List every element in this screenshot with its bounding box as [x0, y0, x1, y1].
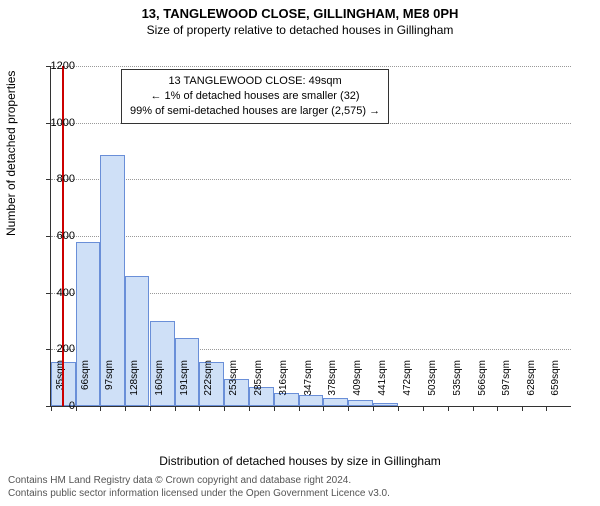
xtick-label: 597sqm	[501, 360, 512, 410]
grid-line	[51, 179, 571, 180]
footer-line2: Contains public sector information licen…	[8, 487, 390, 500]
xtick-mark	[150, 406, 151, 411]
xtick-label: 378sqm	[327, 360, 338, 410]
xtick-mark	[348, 406, 349, 411]
histogram-chart: 35sqm66sqm97sqm128sqm160sqm191sqm222sqm2…	[50, 66, 571, 407]
xtick-label: 659sqm	[550, 360, 561, 410]
xtick-mark	[473, 406, 474, 411]
xtick-mark	[76, 406, 77, 411]
xtick-label: 222sqm	[203, 360, 214, 410]
xtick-label: 472sqm	[402, 360, 413, 410]
xtick-label: 97sqm	[104, 360, 115, 410]
xtick-mark	[373, 406, 374, 411]
xtick-label: 535sqm	[452, 360, 463, 410]
grid-line	[51, 236, 571, 237]
info-line2: ← 1% of detached houses are smaller (32)	[130, 89, 380, 104]
xtick-mark	[175, 406, 176, 411]
xtick-mark	[249, 406, 250, 411]
xtick-mark	[100, 406, 101, 411]
xtick-label: 66sqm	[80, 360, 91, 410]
xtick-mark	[497, 406, 498, 411]
ytick-label: 0	[35, 400, 75, 412]
xtick-mark	[274, 406, 275, 411]
ytick-label: 200	[35, 343, 75, 355]
xtick-mark	[224, 406, 225, 411]
ytick-label: 600	[35, 230, 75, 242]
xtick-label: 128sqm	[129, 360, 140, 410]
info-line3: 99% of semi-detached houses are larger (…	[130, 104, 380, 119]
ytick-label: 400	[35, 287, 75, 299]
xtick-mark	[448, 406, 449, 411]
xtick-mark	[423, 406, 424, 411]
xtick-label: 316sqm	[278, 360, 289, 410]
info-box: 13 TANGLEWOOD CLOSE: 49sqm← 1% of detach…	[121, 69, 389, 124]
xtick-mark	[125, 406, 126, 411]
info-line1: 13 TANGLEWOOD CLOSE: 49sqm	[130, 74, 380, 89]
ytick-label: 1000	[35, 117, 75, 129]
xtick-label: 253sqm	[228, 360, 239, 410]
ytick-label: 800	[35, 173, 75, 185]
page-subtitle: Size of property relative to detached ho…	[0, 23, 600, 37]
xtick-label: 160sqm	[154, 360, 165, 410]
xtick-label: 566sqm	[477, 360, 488, 410]
xtick-mark	[299, 406, 300, 411]
y-axis-label: Number of detached properties	[4, 71, 18, 236]
page-title: 13, TANGLEWOOD CLOSE, GILLINGHAM, ME8 0P…	[0, 6, 600, 21]
ytick-label: 1200	[35, 60, 75, 72]
footer-attribution: Contains HM Land Registry data © Crown c…	[8, 474, 390, 500]
footer-line1: Contains HM Land Registry data © Crown c…	[8, 474, 390, 487]
xtick-label: 191sqm	[179, 360, 190, 410]
xtick-label: 628sqm	[526, 360, 537, 410]
xtick-label: 347sqm	[303, 360, 314, 410]
grid-line	[51, 66, 571, 67]
xtick-label: 441sqm	[377, 360, 388, 410]
xtick-mark	[522, 406, 523, 411]
xtick-label: 285sqm	[253, 360, 264, 410]
xtick-mark	[323, 406, 324, 411]
xtick-label: 409sqm	[352, 360, 363, 410]
xtick-mark	[199, 406, 200, 411]
xtick-label: 503sqm	[427, 360, 438, 410]
xtick-mark	[398, 406, 399, 411]
xtick-mark	[546, 406, 547, 411]
x-axis-label: Distribution of detached houses by size …	[0, 454, 600, 468]
